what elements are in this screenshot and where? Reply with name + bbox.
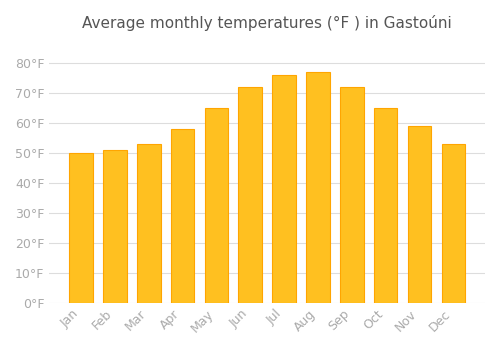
Bar	[137, 144, 160, 303]
Bar	[204, 108, 229, 303]
Title: Average monthly temperatures (°F ) in Gastoúni: Average monthly temperatures (°F ) in Ga…	[82, 15, 452, 31]
Bar	[374, 108, 398, 303]
Bar	[69, 153, 93, 303]
Bar	[340, 87, 363, 303]
Bar	[170, 129, 194, 303]
Bar	[306, 72, 330, 303]
Bar	[442, 144, 465, 303]
Bar	[408, 126, 432, 303]
Bar	[103, 150, 126, 303]
Bar	[272, 75, 296, 303]
Bar	[238, 87, 262, 303]
